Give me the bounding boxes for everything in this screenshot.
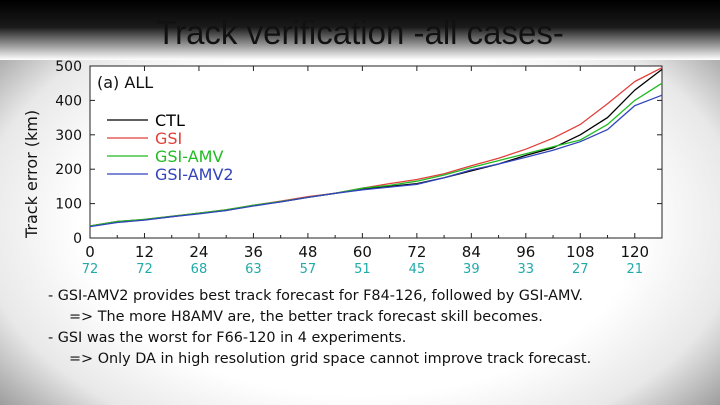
panel-title: (a) ALL	[97, 73, 153, 92]
case-count-label: 72	[82, 262, 99, 277]
y-tick-label: 500	[55, 59, 82, 75]
bullet-line: - GSI-AMV2 provides best track forecast …	[48, 288, 584, 304]
case-count-label: 45	[409, 262, 426, 277]
x-tick-label: 36	[244, 243, 263, 261]
x-tick-label: 12	[135, 243, 154, 261]
y-tick-label: 200	[55, 162, 82, 178]
legend-label: GSI	[155, 129, 182, 148]
case-count-label: 39	[463, 262, 480, 277]
x-tick-label: 0	[85, 243, 95, 261]
case-count-label: 27	[572, 262, 589, 277]
bullet-line: => Only DA in high resolution grid space…	[69, 351, 592, 367]
x-tick-label: 60	[353, 243, 372, 261]
y-tick-label: 100	[55, 197, 82, 213]
case-count-label: 57	[300, 262, 317, 277]
x-tick-label: 24	[189, 243, 208, 261]
case-count-label: 72	[136, 262, 153, 277]
plot-frame	[89, 65, 663, 239]
legend-label: GSI-AMV	[155, 147, 223, 166]
case-count-label: 68	[191, 262, 208, 277]
title-band	[0, 0, 720, 60]
y-tick-label: 400	[55, 93, 82, 109]
legend-label: CTL	[155, 111, 185, 130]
case-count-label: 21	[626, 262, 643, 277]
bullet-line: - GSI was the worst for F66-120 in 4 exp…	[48, 330, 407, 346]
case-count-label: 51	[354, 262, 371, 277]
legend-label: GSI-AMV2	[155, 165, 234, 184]
series-line-gsi-amv2	[89, 94, 663, 228]
x-tick-label: 48	[298, 243, 317, 261]
x-tick-label: 108	[566, 243, 595, 261]
bullet-list: - GSI-AMV2 provides best track forecast …	[48, 286, 708, 370]
bullet-line: => The more H8AMV are, the better track …	[69, 309, 543, 325]
x-tick-label: 72	[407, 243, 426, 261]
x-tick-label: 84	[462, 243, 481, 261]
slide-title: Track verification -all cases-	[156, 14, 564, 51]
y-tick-label: 0	[73, 231, 82, 247]
case-count-label: 33	[518, 262, 535, 277]
case-count-label: 63	[245, 262, 262, 277]
y-tick-label: 300	[55, 128, 82, 144]
x-tick-label: 96	[516, 243, 535, 261]
x-tick-label: 120	[620, 243, 649, 261]
